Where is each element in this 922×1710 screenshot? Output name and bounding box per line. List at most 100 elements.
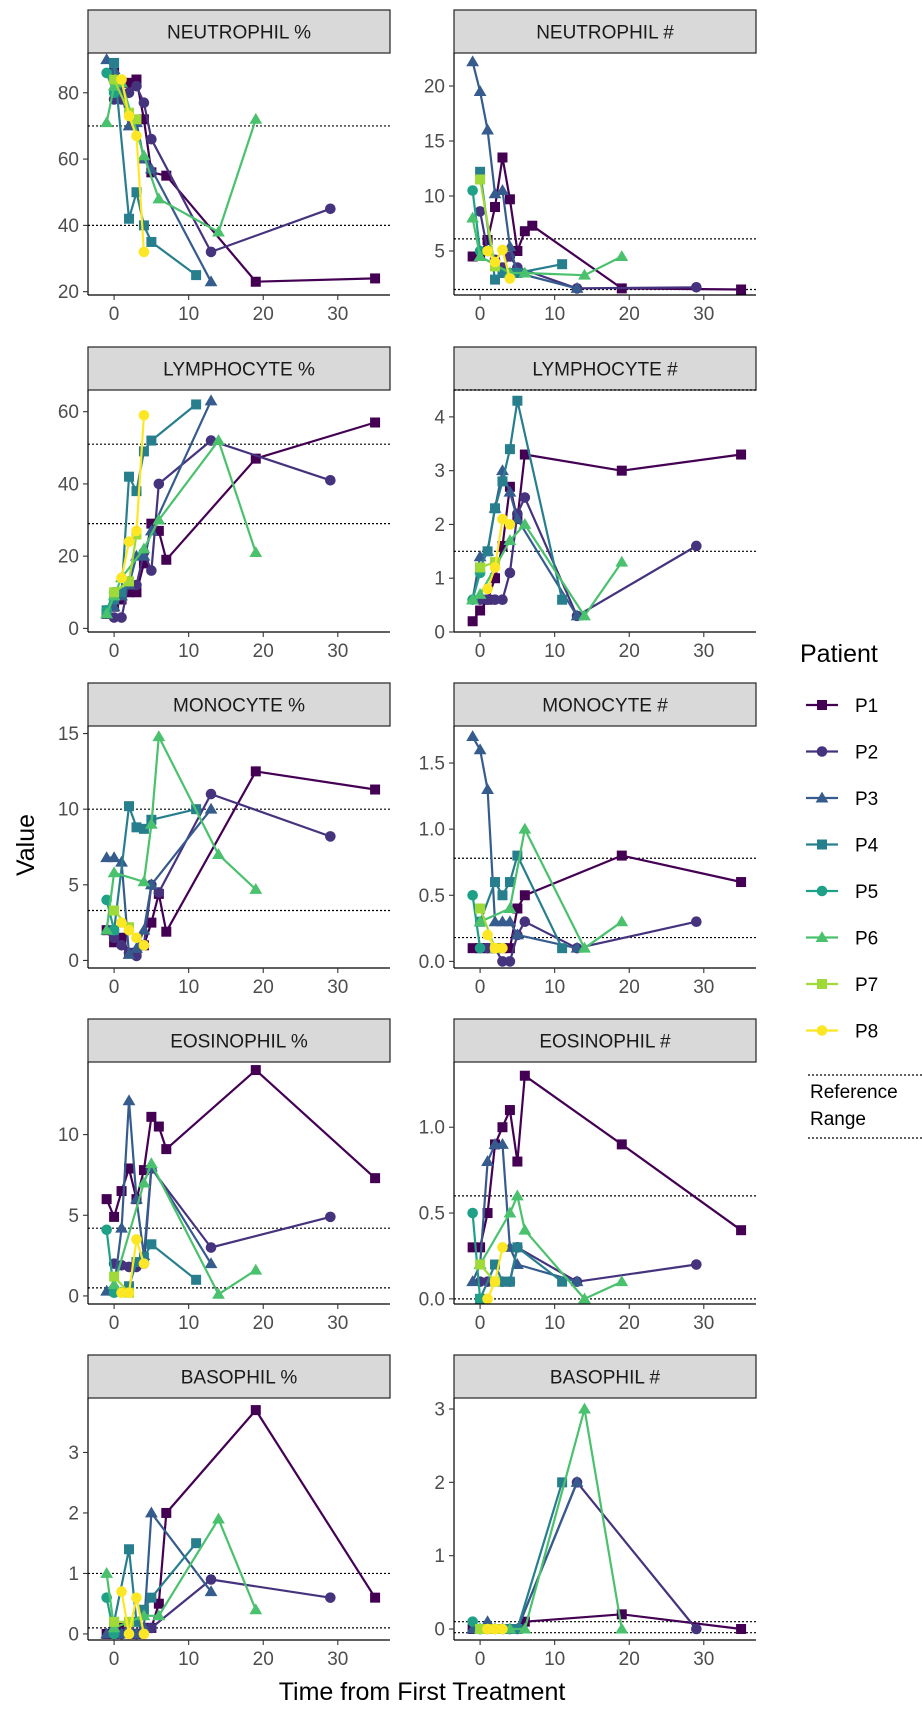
data-point-p1 [138, 558, 149, 569]
data-point-p5 [467, 1207, 478, 1219]
data-point-p8 [131, 932, 142, 944]
data-point-p6 [578, 1292, 591, 1304]
data-point-p1 [527, 220, 538, 231]
data-point-p3 [570, 1475, 584, 1487]
panel-strip [87, 1354, 391, 1399]
data-point-p2 [325, 1211, 336, 1223]
data-point-p6 [249, 112, 263, 124]
data-point-p4 [512, 395, 523, 406]
legend-item-p5: P5 [806, 882, 878, 903]
series-layer [466, 395, 747, 627]
data-point-p6 [212, 1512, 225, 1524]
data-point-p5 [474, 942, 486, 954]
x-tick-label: 0 [109, 641, 120, 662]
legend-key-marker [816, 885, 828, 897]
data-point-p2 [691, 1623, 702, 1635]
series-line-p1 [105, 1068, 376, 1219]
panel-strip [87, 346, 391, 391]
data-point-p4 [138, 1252, 149, 1263]
data-point-p2 [691, 540, 702, 552]
data-point-p6 [212, 434, 225, 446]
data-point-p3 [481, 1615, 494, 1627]
data-point-p3 [144, 1506, 158, 1518]
y-tick-label: 0 [434, 623, 445, 644]
data-point-p2 [504, 956, 516, 967]
legend-items: P1 P2 P3 P4 P5 P6 P7 P8 [806, 696, 879, 1043]
y-tick-label: 1 [68, 1564, 79, 1585]
data-point-p6 [578, 609, 591, 621]
series-line-p2 [114, 439, 331, 619]
series-layer [100, 1065, 381, 1299]
data-point-p1 [250, 1405, 261, 1416]
data-point-p2 [519, 492, 531, 503]
data-point-p8 [489, 562, 501, 573]
data-point-p7 [475, 1624, 486, 1634]
data-point-p2 [116, 940, 127, 951]
panel: LYMPHOCYTE # 0 1 2 3 4 0 10 20 30 [434, 346, 757, 662]
series-line-p4 [479, 1246, 563, 1300]
data-point-p1 [161, 1507, 172, 1518]
data-point-p1 [490, 573, 501, 584]
legend-key-marker [817, 979, 827, 989]
x-tick-label: 20 [253, 641, 274, 662]
data-point-p4 [109, 57, 120, 68]
data-point-p3 [115, 1221, 128, 1233]
data-point-p8 [482, 245, 493, 257]
x-tick-label: 10 [544, 641, 565, 662]
panel-title: MONOCYTE # [542, 696, 668, 717]
x-tick-label: 20 [253, 1313, 274, 1334]
data-point-p8 [123, 536, 135, 548]
data-point-p1 [616, 1609, 627, 1620]
data-point-p5 [467, 185, 478, 196]
data-point-p8 [138, 1628, 150, 1640]
data-point-p6 [249, 1263, 263, 1275]
data-point-p2 [474, 206, 486, 217]
panel-title: BASOPHIL % [181, 1368, 298, 1389]
y-tick-label: 0 [68, 1286, 79, 1307]
data-point-p3 [570, 282, 584, 293]
y-axis-title: Value [12, 814, 40, 876]
data-point-p4 [146, 435, 157, 446]
data-point-p3 [137, 549, 151, 561]
data-point-p3 [137, 923, 151, 935]
data-point-p2 [146, 133, 157, 145]
data-point-p1 [124, 1163, 135, 1174]
y-tick-label: 1 [434, 569, 445, 590]
y-tick-label: 3 [434, 461, 445, 482]
x-tick-label: 10 [544, 1649, 565, 1670]
data-point-p6 [107, 1278, 121, 1290]
data-point-p1 [161, 170, 172, 181]
data-point-p6 [466, 211, 480, 223]
data-point-p8 [489, 1276, 501, 1287]
data-point-p8 [131, 525, 142, 537]
series-line-p8 [120, 79, 145, 252]
data-point-p8 [123, 924, 135, 936]
data-point-p4 [490, 877, 501, 888]
y-tick-label: 0 [68, 619, 79, 640]
data-point-p3 [496, 184, 509, 195]
panel-title: BASOPHIL # [550, 1368, 661, 1389]
data-point-p1 [467, 943, 478, 954]
data-point-p1 [370, 1592, 381, 1603]
data-point-p6 [503, 534, 517, 546]
data-point-p6 [212, 225, 225, 237]
data-point-p8 [131, 1592, 142, 1603]
data-point-p2 [489, 594, 501, 606]
data-point-p6 [473, 915, 487, 927]
data-point-p6 [503, 902, 517, 913]
data-point-p3 [510, 928, 524, 940]
y-tick-label: 1.5 [419, 754, 445, 775]
series-layer [100, 53, 381, 287]
data-point-p1 [512, 246, 523, 256]
data-point-p8 [116, 572, 127, 584]
data-point-p2 [325, 1592, 336, 1603]
data-point-p6 [107, 866, 121, 878]
x-tick-label: 30 [327, 641, 348, 662]
x-tick-label: 30 [327, 977, 348, 998]
data-point-p3 [503, 485, 517, 497]
legend-item-p3: P3 [806, 789, 878, 810]
series-line-p1 [472, 1074, 742, 1249]
x-tick-label: 30 [693, 304, 714, 325]
data-point-p2 [205, 246, 217, 258]
series-line-p5 [471, 1212, 482, 1299]
